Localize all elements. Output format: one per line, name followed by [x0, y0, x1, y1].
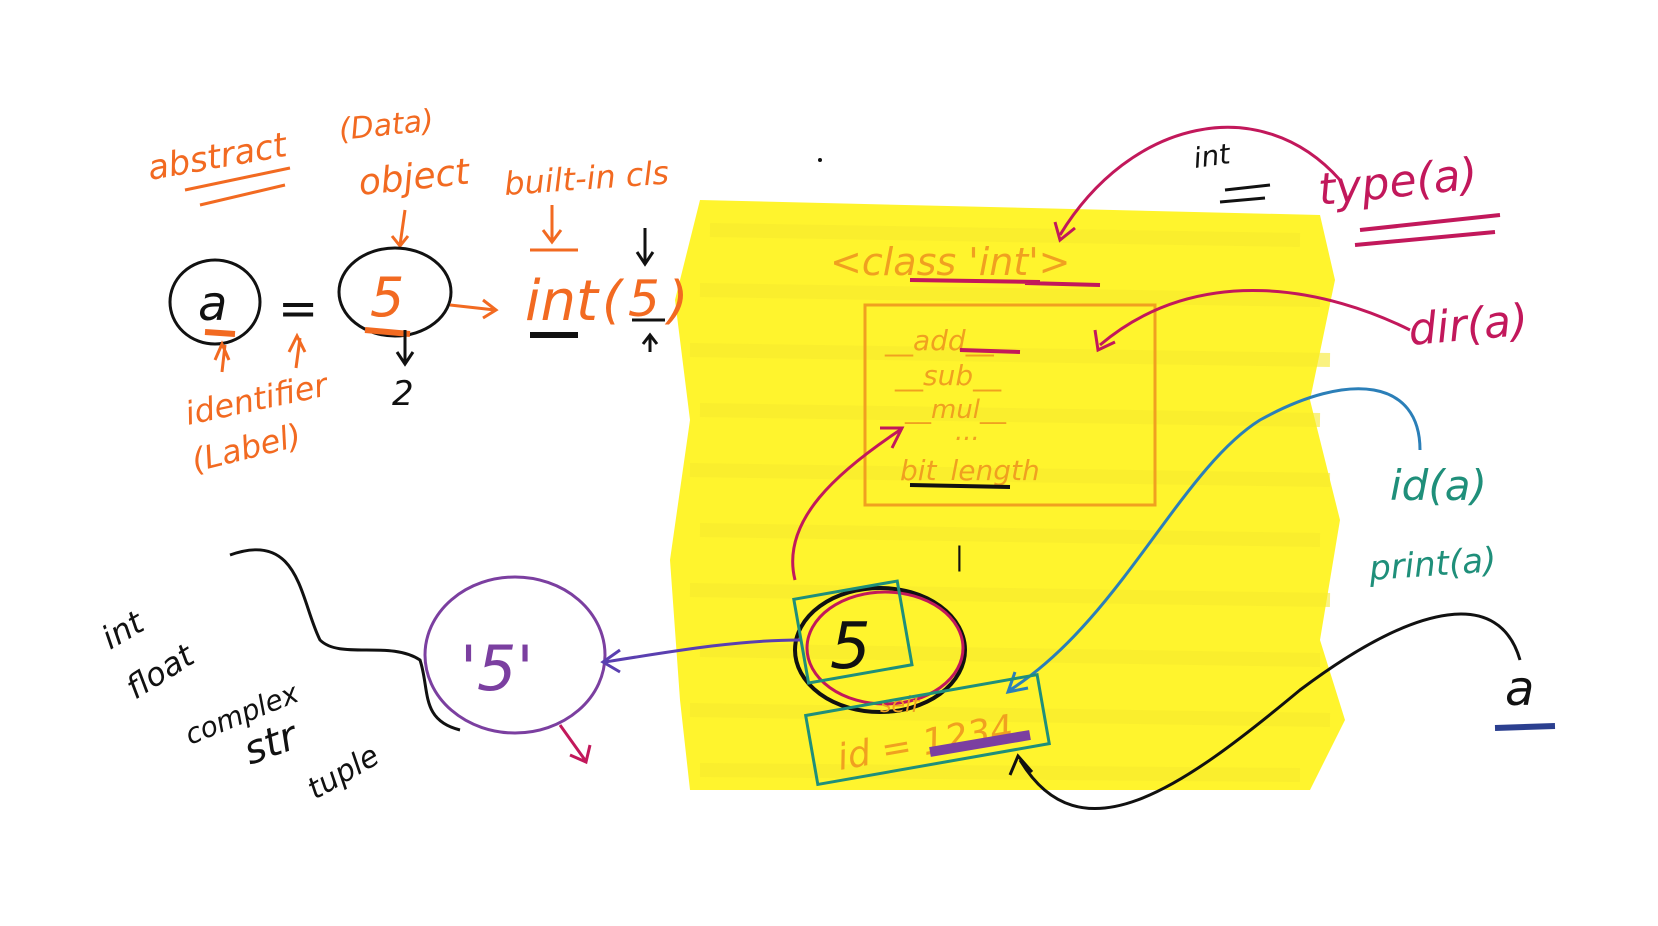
alt-value: '5' [460, 632, 534, 705]
type-int: int [95, 602, 151, 656]
dir-arrow [1093, 288, 1411, 353]
int-call-name: int [525, 269, 600, 334]
int-call-arg: 5 [628, 270, 660, 328]
abstract-underline [184, 166, 291, 207]
type-arrow [1053, 125, 1342, 243]
type-underline [1354, 213, 1501, 247]
int-arg-arrows [632, 228, 665, 352]
var-right-underline [1494, 723, 1556, 731]
id-call: id(a) [1390, 461, 1487, 510]
object-circle-inner [805, 590, 965, 706]
object-id-box [803, 672, 1051, 787]
stray-dot [818, 158, 822, 162]
types-brace [229, 548, 461, 732]
object-id-scribble [929, 730, 1031, 757]
class-header: <class 'int'> [830, 240, 1071, 284]
value-circle [337, 246, 453, 338]
print-call: print(a) [1367, 540, 1498, 589]
data-label: (Data) [337, 103, 435, 148]
type-call: type(a) [1316, 149, 1480, 216]
var-right-arrow [1008, 612, 1522, 811]
memory-hint: 2 [392, 374, 414, 414]
alt-object-arrow [600, 638, 801, 674]
equals-sign: = [278, 281, 318, 337]
method-bit-length: bit_length [900, 454, 1040, 487]
object-value: 5 [830, 610, 871, 684]
var-circle-a [168, 258, 262, 346]
dir-call: dir(a) [1407, 295, 1531, 356]
object-circle-outer [793, 586, 967, 714]
identifier-label: identifier [182, 365, 333, 433]
int-equals [1219, 183, 1271, 204]
stray-mark: | [955, 542, 964, 572]
var-a: a [198, 276, 227, 332]
int-paren-close: ) [664, 271, 688, 331]
method-sub: __sub__ [894, 359, 1002, 392]
identifier-arrows [213, 332, 307, 373]
alt-object-circle [423, 575, 607, 735]
int-type-note: int [1191, 137, 1233, 175]
value-underline [364, 327, 411, 337]
object-arrow [390, 209, 410, 249]
alt-object-down-arrow [558, 724, 592, 765]
type-tuple: tuple [302, 738, 386, 807]
object-to-class-arrow [791, 426, 905, 581]
value-down-arrow [395, 330, 415, 367]
method-ellipsis: ... [955, 417, 980, 447]
method-mul: __mul__ [904, 395, 1007, 425]
highlight-region [670, 200, 1345, 790]
var-a-underline [204, 329, 236, 337]
object-label: object [357, 151, 473, 204]
class-header-underline [909, 278, 1101, 287]
abstract-label: abstract [145, 125, 292, 189]
value-5: 5 [370, 266, 404, 329]
value-to-int-arrow [449, 298, 499, 320]
builtin-arrow [530, 205, 578, 252]
methods-box [863, 303, 1157, 507]
add-underline [959, 348, 1021, 354]
object-value-box [792, 579, 914, 685]
var-right: a [1505, 661, 1534, 717]
bit-length-underline [909, 483, 1011, 489]
builtin-class-label: built-in cls [503, 154, 670, 203]
int-paren-open: ( [602, 271, 625, 331]
